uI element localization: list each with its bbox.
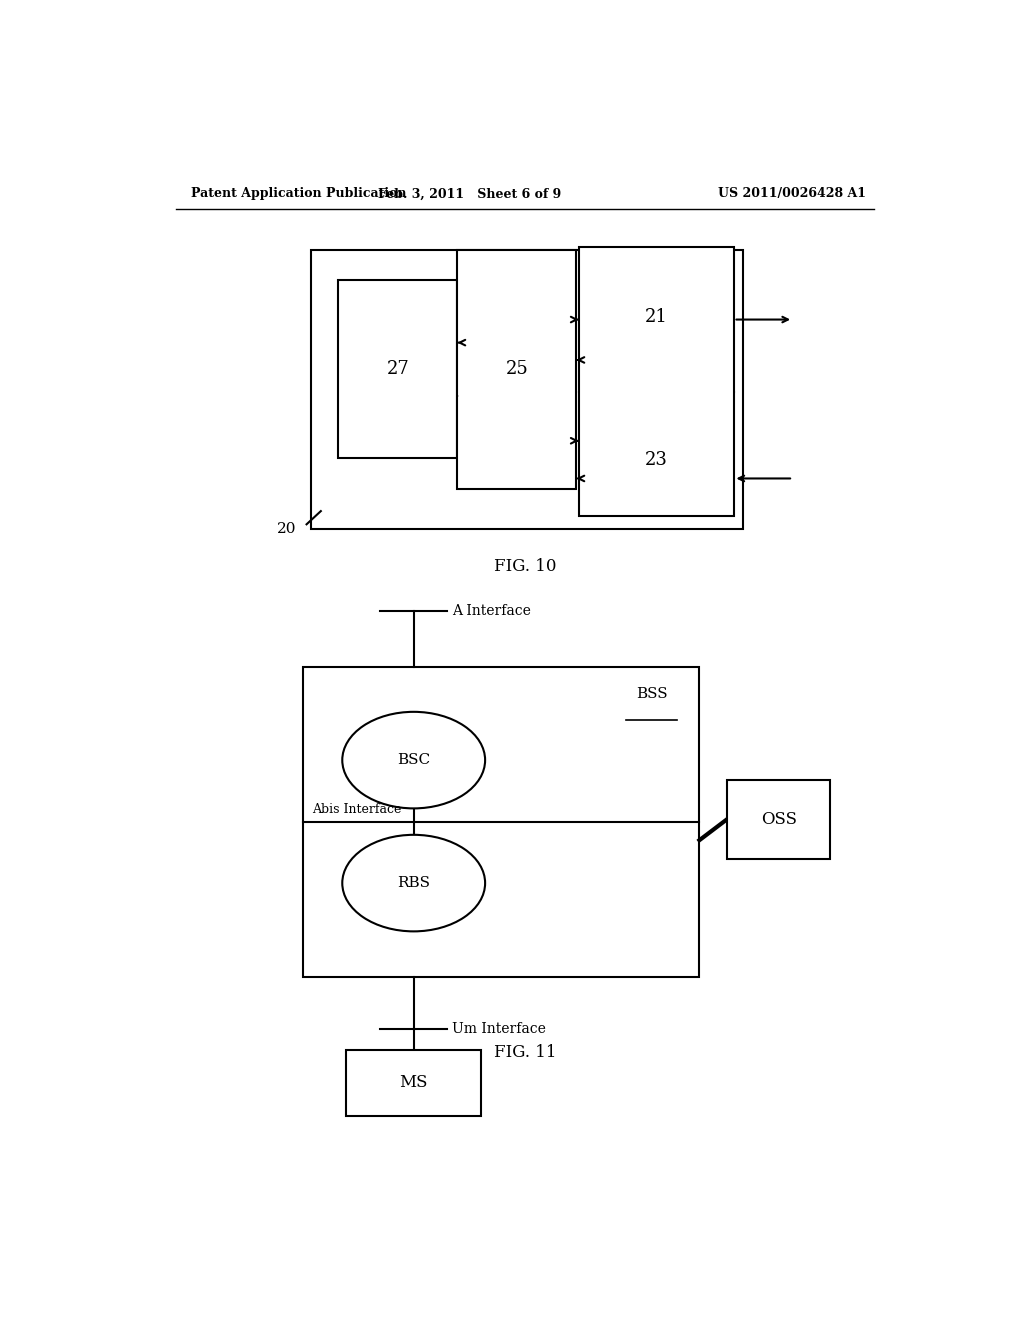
FancyBboxPatch shape (727, 780, 830, 859)
Text: MS: MS (399, 1074, 428, 1092)
Text: FIG. 11: FIG. 11 (494, 1044, 556, 1061)
Text: Feb. 3, 2011   Sheet 6 of 9: Feb. 3, 2011 Sheet 6 of 9 (378, 187, 561, 201)
Text: 20: 20 (276, 523, 296, 536)
FancyBboxPatch shape (458, 249, 577, 488)
FancyBboxPatch shape (303, 667, 699, 977)
Ellipse shape (342, 834, 485, 932)
FancyBboxPatch shape (338, 280, 458, 458)
Text: Abis Interface: Abis Interface (312, 803, 401, 816)
FancyBboxPatch shape (310, 249, 743, 529)
Text: 25: 25 (506, 360, 528, 379)
Text: A Interface: A Interface (452, 603, 530, 618)
Text: 21: 21 (645, 308, 668, 326)
Text: 27: 27 (386, 360, 410, 379)
Text: US 2011/0026428 A1: US 2011/0026428 A1 (718, 187, 866, 201)
FancyBboxPatch shape (346, 1049, 481, 1115)
Text: 23: 23 (645, 450, 668, 469)
Text: OSS: OSS (761, 810, 797, 828)
Text: Um Interface: Um Interface (452, 1023, 546, 1036)
Ellipse shape (342, 711, 485, 808)
Text: Patent Application Publication: Patent Application Publication (191, 187, 407, 201)
Text: RBS: RBS (397, 876, 430, 890)
Text: BSS: BSS (636, 686, 668, 701)
Text: FIG. 10: FIG. 10 (494, 558, 556, 576)
FancyBboxPatch shape (579, 247, 733, 516)
Text: BSC: BSC (397, 754, 430, 767)
